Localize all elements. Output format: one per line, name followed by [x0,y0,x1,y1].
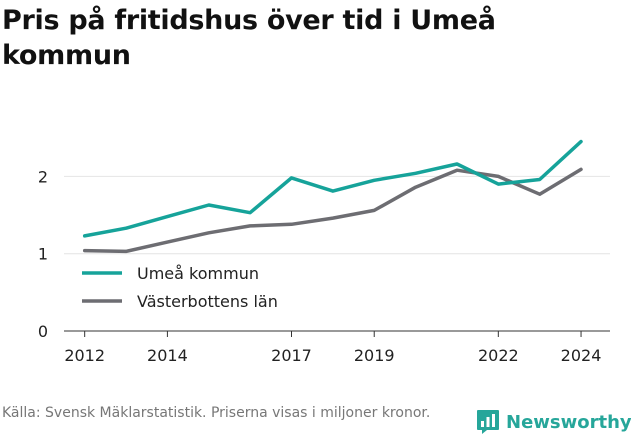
y-tick-label: 1 [38,245,48,264]
brand-name: Newsworthy [506,411,631,433]
series-lines [82,139,583,254]
line-chart: 0 1 2 2012 2014 2017 2019 2022 2024 Umeå kommun… [38,139,610,365]
legend: Umeå kommun Västerbottens län [70,257,298,319]
x-tick-label: 2014 [147,346,188,365]
y-tick-label: 0 [38,322,48,341]
x-tick-label: 2017 [271,346,312,365]
newsworthy-logo-icon [477,410,499,434]
gridlines [64,175,610,255]
source-note: Källa: Svensk Mäklarstatistik. Priserna … [2,405,431,421]
x-tick-label: 2022 [478,346,519,365]
brand-logo: Newsworthy [476,408,631,436]
x-tick-labels: 2012 2014 2017 2019 2022 2024 [64,331,601,365]
legend-label: Västerbottens län [137,292,278,311]
x-tick-label: 2019 [354,346,395,365]
y-axis: 0 1 2 [38,167,48,341]
x-tick-label: 2024 [561,346,602,365]
series-line [82,167,583,254]
chart-title: Pris på fritidshus över tid i Umeå kommu… [2,5,496,71]
y-tick-label: 2 [38,167,48,186]
legend-background [70,257,298,319]
series-line [82,139,583,238]
legend-label: Umeå kommun [137,264,259,283]
x-tick-label: 2012 [64,346,105,365]
